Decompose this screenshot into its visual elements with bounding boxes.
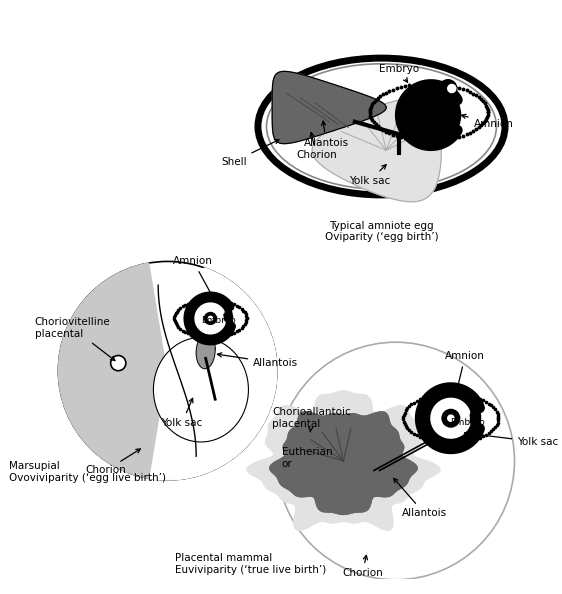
Text: Embryo: Embryo [378, 65, 419, 82]
Polygon shape [149, 268, 277, 480]
Polygon shape [272, 71, 386, 144]
Polygon shape [270, 412, 417, 514]
Text: Marsupial
Ovoviviparity (‘egg live birth’): Marsupial Ovoviviparity (‘egg live birth… [9, 461, 166, 482]
Text: Embryo: Embryo [451, 418, 486, 428]
Text: Chorion: Chorion [296, 132, 337, 160]
Circle shape [422, 106, 441, 125]
Polygon shape [270, 412, 417, 514]
Text: Chorion: Chorion [342, 555, 383, 578]
Text: Allantois: Allantois [394, 478, 447, 518]
Polygon shape [58, 263, 177, 478]
Circle shape [438, 79, 457, 98]
Ellipse shape [432, 421, 441, 434]
Text: Chorion: Chorion [85, 449, 140, 475]
Text: Choriovitelline
placental: Choriovitelline placental [35, 317, 115, 361]
Text: Chorioallantoic
placental: Chorioallantoic placental [272, 407, 351, 432]
Polygon shape [196, 334, 215, 369]
Text: Eutherian
or: Eutherian or [282, 447, 332, 469]
Text: Allantois: Allantois [217, 353, 298, 368]
Text: Yolk sac: Yolk sac [350, 165, 391, 186]
Text: Allantois: Allantois [303, 121, 348, 148]
Circle shape [447, 84, 456, 93]
Text: Amnion: Amnion [174, 257, 213, 298]
Ellipse shape [447, 421, 464, 444]
Circle shape [277, 342, 514, 580]
Circle shape [204, 312, 217, 325]
Circle shape [111, 355, 126, 371]
Circle shape [197, 305, 224, 332]
Text: Typical amniote egg
Oviparity (‘egg birth’): Typical amniote egg Oviparity (‘egg birt… [325, 220, 438, 242]
Circle shape [447, 415, 455, 422]
Circle shape [58, 261, 277, 480]
Text: Amnion: Amnion [445, 352, 485, 391]
Circle shape [207, 315, 214, 321]
Circle shape [441, 409, 460, 428]
Ellipse shape [262, 61, 500, 192]
Polygon shape [312, 99, 441, 202]
Circle shape [427, 111, 434, 119]
Polygon shape [247, 391, 440, 530]
Circle shape [412, 96, 450, 134]
Text: Yolk sac: Yolk sac [161, 399, 202, 428]
Circle shape [188, 296, 233, 342]
Text: Yolk sac: Yolk sac [464, 431, 559, 447]
Circle shape [420, 388, 481, 448]
Text: Amnion: Amnion [461, 114, 514, 129]
Text: Shell: Shell [221, 140, 279, 167]
Circle shape [432, 399, 470, 437]
Circle shape [401, 85, 461, 146]
Text: Embryo: Embryo [201, 316, 235, 325]
Text: Placental mammal
Euviviparity (‘true live birth’): Placental mammal Euviviparity (‘true liv… [175, 553, 327, 575]
Ellipse shape [153, 337, 248, 442]
